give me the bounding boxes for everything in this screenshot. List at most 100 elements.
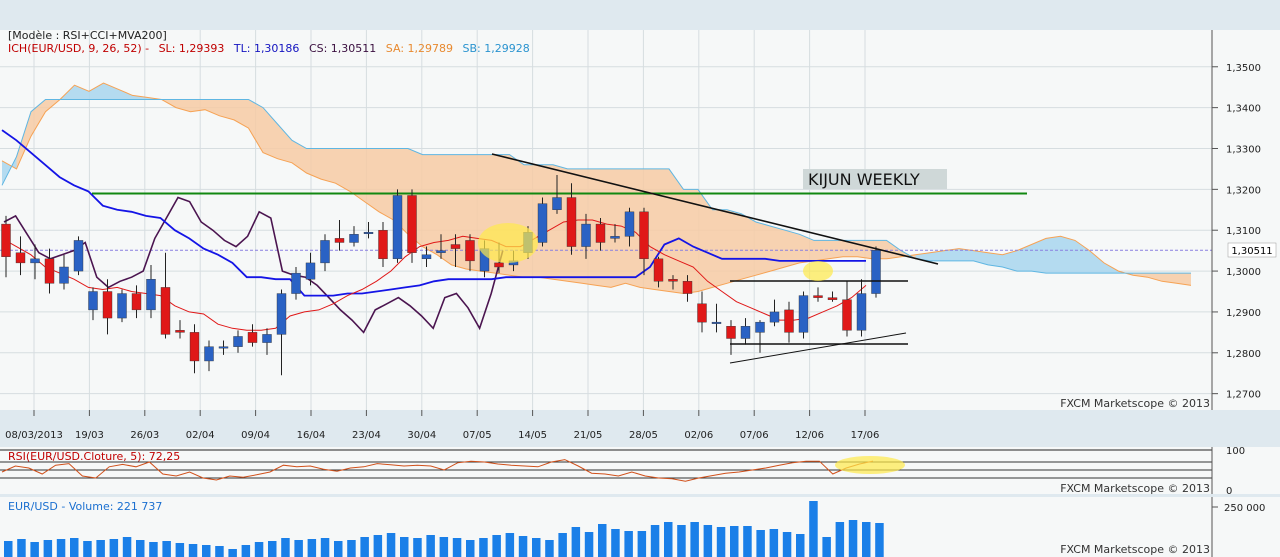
cloud-segment — [364, 148, 379, 212]
price-tick-label: 1,3000 — [1226, 267, 1261, 278]
kijun-sen-line — [1, 129, 866, 297]
candle-body — [668, 279, 678, 282]
candle-body — [726, 326, 736, 339]
date-tick-label: 17/06 — [851, 430, 880, 441]
volume-bar — [637, 531, 647, 557]
uptrend-line — [729, 332, 907, 364]
price-tick-label: 1,2800 — [1226, 349, 1261, 360]
date-tick-label: 16/04 — [297, 430, 326, 441]
cloud-segment — [1002, 250, 1017, 272]
candle-body — [204, 346, 214, 362]
volume-bar — [334, 541, 343, 557]
date-tick-label: 12/06 — [795, 430, 824, 441]
volume-bar — [835, 522, 845, 557]
volume-bar — [83, 541, 92, 557]
candle-body — [769, 311, 780, 323]
cloud-segment — [988, 252, 1003, 267]
volume-bar — [202, 545, 211, 557]
rsi-series: 100 0 — [0, 446, 1245, 497]
cloud-segment — [16, 111, 31, 169]
candle-body — [247, 332, 258, 343]
candle-body — [450, 244, 461, 249]
volume-bar — [96, 540, 105, 557]
volume-bar — [109, 539, 119, 557]
volume-bar — [43, 540, 53, 557]
cloud-segment — [277, 123, 292, 163]
volume-bar — [703, 525, 713, 557]
candle-body — [595, 223, 606, 243]
cloud-segment — [190, 99, 205, 112]
price-tick-label: 1,2900 — [1226, 308, 1261, 319]
candle-body — [537, 203, 548, 243]
candle-body — [218, 346, 229, 349]
candle-body — [233, 336, 243, 347]
candle-body — [320, 240, 330, 264]
volume-bar — [241, 545, 251, 557]
date-tick-label: 19/03 — [75, 430, 104, 441]
rsi-header: RSI(EUR/USD.Cloture, 5): 72,25 — [8, 450, 180, 463]
candle-body — [581, 223, 591, 247]
cloud-segment — [669, 168, 684, 294]
volume-header: EUR/USD - Volume: 221 737 — [8, 500, 162, 513]
volume-bar — [584, 532, 594, 557]
cs-value: CS: 1,30511 — [309, 42, 376, 55]
date-axis: 08/03/2013 19/03 26/03 02/04 09/04 16/04 23/04… — [5, 410, 879, 441]
kijun-weekly-label: KIJUN WEEKLY — [808, 170, 920, 189]
cloud-segment — [785, 230, 800, 267]
current-price-tag — [1227, 242, 1277, 258]
volume-bar — [532, 538, 541, 557]
rsi-highlight-ellipse — [835, 456, 905, 474]
price-tick-label: 1,3100 — [1226, 226, 1261, 237]
date-tick-label: 07/05 — [463, 430, 492, 441]
cloud-segment — [219, 99, 234, 120]
candle-body — [421, 254, 432, 260]
volume-bar — [386, 533, 396, 557]
rsi-line — [1, 459, 874, 482]
volume-bar — [254, 542, 264, 557]
cloud-segment — [103, 83, 118, 100]
cloud-segment — [698, 189, 713, 292]
candle-body — [291, 272, 301, 294]
candle-body — [871, 250, 881, 294]
cloud-segment — [727, 209, 742, 284]
volume-bar — [426, 535, 435, 557]
volume-bar — [466, 540, 475, 557]
highlight-ellipse — [803, 261, 833, 281]
date-tick-label: 02/06 — [684, 430, 713, 441]
volume-bar — [809, 501, 818, 557]
volume-bar — [822, 537, 831, 557]
cloud-segment — [973, 250, 988, 265]
date-tick-label: 26/03 — [130, 430, 159, 441]
date-tick-label: 30/04 — [407, 430, 436, 441]
cloud-segment — [437, 154, 452, 265]
downtrend-line — [491, 153, 939, 265]
volume-bar — [875, 523, 884, 557]
volume-bar — [492, 535, 501, 557]
volume-bar — [136, 540, 145, 557]
candle-body — [682, 281, 693, 294]
volume-bar — [479, 538, 488, 557]
candle-body — [856, 293, 867, 331]
volume-bar — [611, 529, 620, 557]
price-tick-label: 1,3400 — [1226, 104, 1261, 115]
ichimoku-legend: ICH(EUR/USD, 9, 26, 52) - SL: 1,29393 TL… — [8, 42, 530, 55]
candle-body — [131, 293, 142, 311]
volume-axis-panel — [1212, 497, 1280, 557]
cloud-segment — [1147, 273, 1162, 282]
volume-bar — [624, 531, 633, 557]
candle-body — [494, 262, 504, 268]
cloud-segment — [1176, 273, 1191, 286]
volume-bar — [4, 541, 13, 557]
candle-body — [262, 334, 272, 343]
candle-body — [842, 299, 852, 331]
candle-body — [334, 238, 345, 243]
volume-series: 250 000 — [4, 497, 1265, 557]
volume-bar — [743, 526, 752, 557]
candle-body — [30, 258, 40, 264]
cloud-segment — [1060, 236, 1075, 274]
candle-body — [189, 332, 200, 362]
volume-bar — [400, 537, 409, 557]
candle-body — [15, 252, 26, 264]
cloud-segment — [89, 83, 104, 100]
tl-value: TL: 1,30186 — [233, 42, 300, 55]
